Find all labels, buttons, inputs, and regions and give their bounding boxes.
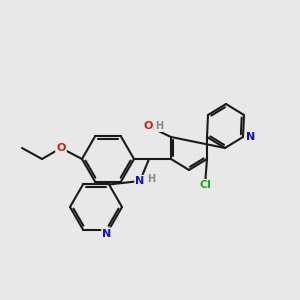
Text: H: H (147, 174, 155, 184)
Text: O: O (56, 143, 66, 153)
Text: N: N (102, 229, 112, 238)
Text: H: H (155, 121, 163, 131)
Text: N: N (135, 176, 145, 186)
Text: Cl: Cl (199, 180, 211, 190)
Text: N: N (246, 132, 256, 142)
Text: O: O (143, 121, 153, 131)
